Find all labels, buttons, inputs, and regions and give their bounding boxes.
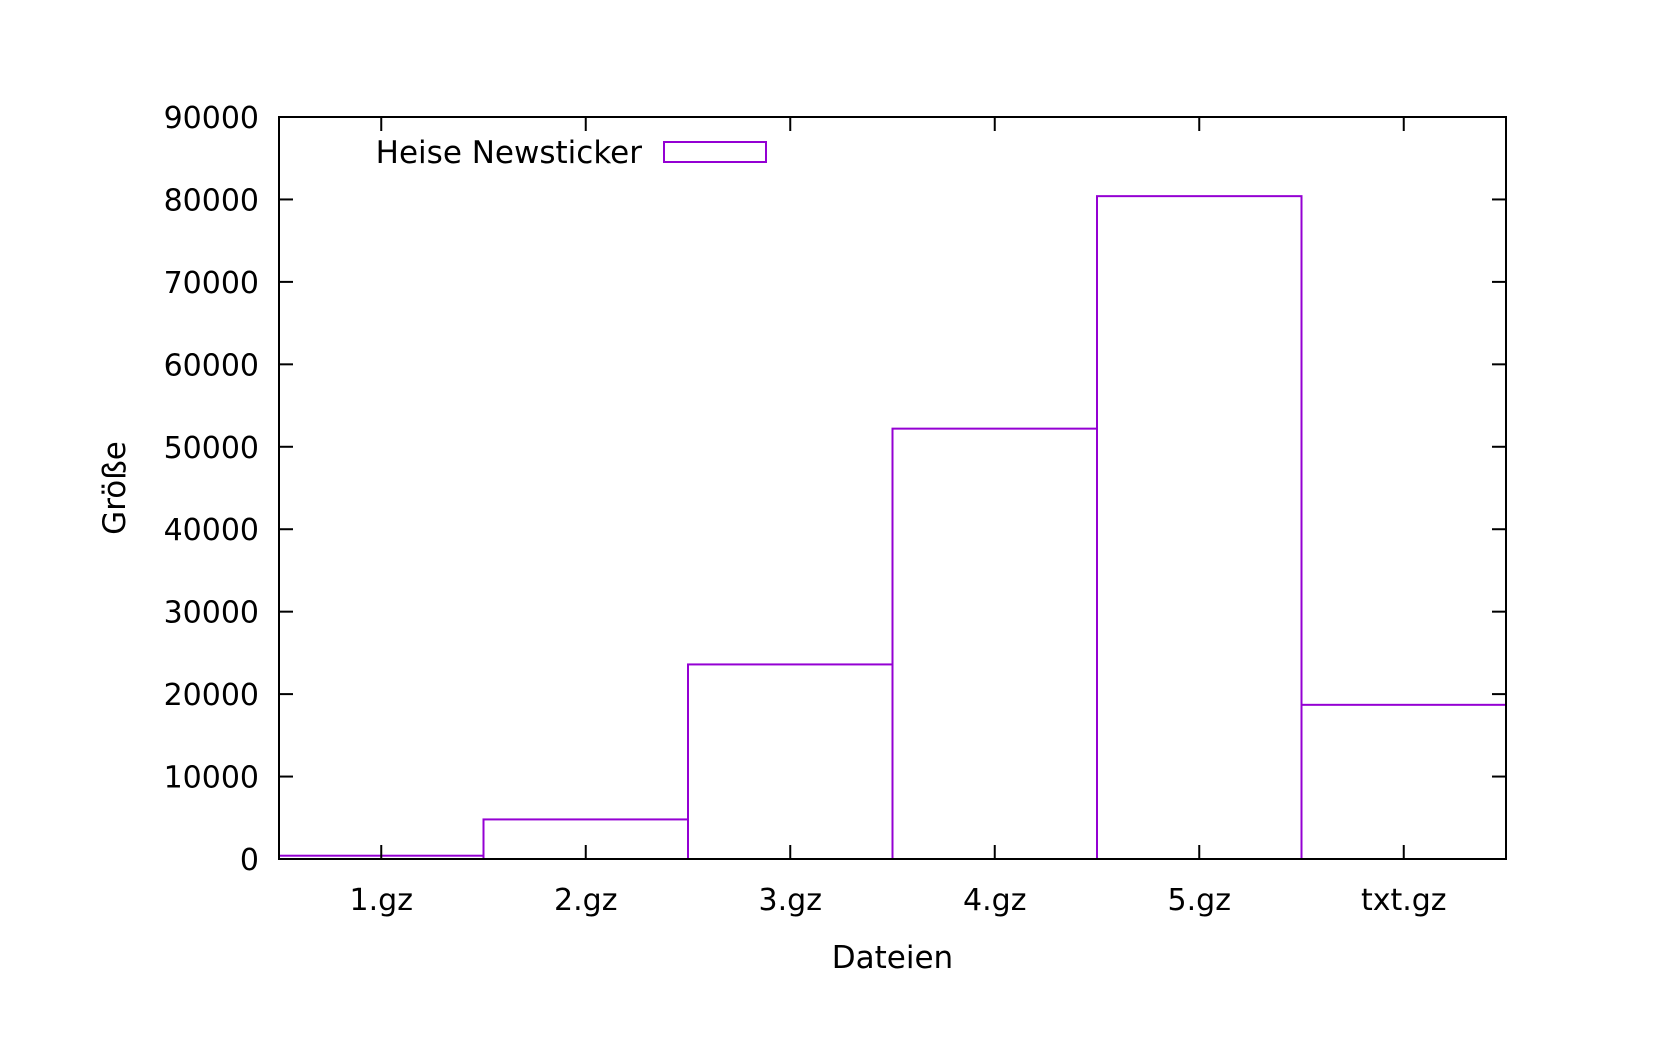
y-axis-label: Größe	[97, 441, 133, 535]
y-tick-label: 80000	[164, 183, 259, 218]
x-axis-ticks: 1.gz 2.gz 3.gz 4.gz 5.gz txt.gz	[350, 117, 1447, 918]
y-tick-label: 70000	[164, 266, 259, 301]
legend-swatch	[663, 141, 767, 163]
legend-label: Heise Newsticker	[376, 135, 643, 171]
legend: Heise Newsticker	[376, 135, 767, 171]
y-tick-label: 20000	[164, 678, 259, 713]
x-tick-label: 1.gz	[350, 883, 413, 918]
y-tick-label: 50000	[164, 431, 259, 466]
y-tick-label: 10000	[164, 761, 259, 796]
plot-area-border	[278, 116, 1507, 860]
y-tick-label: 30000	[164, 596, 259, 631]
x-tick-label: 3.gz	[759, 883, 822, 918]
x-tick-label: 2.gz	[554, 883, 617, 918]
y-tick-label: 90000	[164, 101, 259, 136]
y-axis-ticks: 0 10000 20000 30000 40000 50000 60000 70000 8000…	[164, 101, 1506, 878]
x-tick-label: txt.gz	[1361, 883, 1447, 918]
x-axis-label: Dateien	[832, 940, 953, 976]
y-tick-label: 60000	[164, 348, 259, 383]
y-tick-label: 0	[240, 843, 259, 878]
y-tick-label: 40000	[164, 513, 259, 548]
x-tick-label: 5.gz	[1168, 883, 1231, 918]
x-tick-label: 4.gz	[963, 883, 1026, 918]
